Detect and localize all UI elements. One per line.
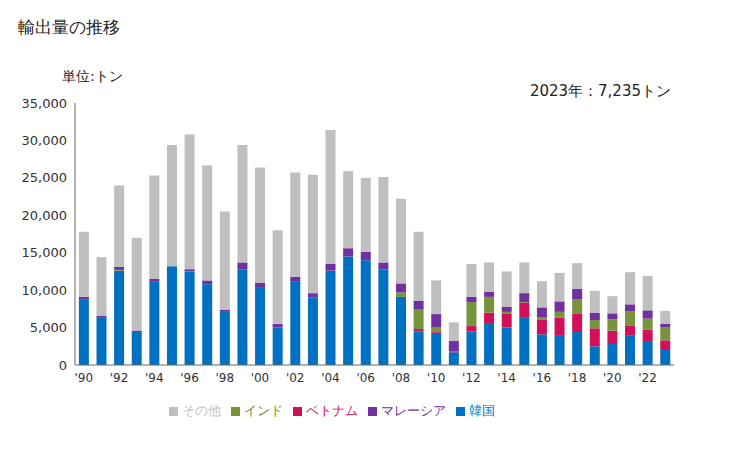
svg-text:'96: '96: [180, 371, 199, 385]
svg-text:35,000: 35,000: [22, 96, 68, 111]
svg-text:'12: '12: [462, 371, 481, 385]
svg-text:'04: '04: [321, 371, 340, 385]
svg-text:30,000: 30,000: [22, 133, 68, 148]
svg-text:'22: '22: [638, 371, 657, 385]
html-text:その他: その他: [182, 403, 221, 418]
svg-text:20,000: 20,000: [22, 208, 68, 223]
svg-text:'18: '18: [568, 371, 587, 385]
svg-text:'02: '02: [286, 371, 305, 385]
svg-text:'06: '06: [356, 371, 375, 385]
html-text:単位:トン: 単位:トン: [62, 68, 123, 84]
svg-text:'08: '08: [392, 371, 411, 385]
svg-text:0: 0: [59, 358, 67, 373]
html-text:輸出量の推移: 輸出量の推移: [18, 17, 120, 37]
svg-text:5,000: 5,000: [30, 320, 67, 335]
svg-text:'10: '10: [427, 371, 446, 385]
svg-text:'16: '16: [533, 371, 552, 385]
html-text:2023年：7,235トン: 2023年：7,235トン: [529, 82, 671, 100]
svg-text:'92: '92: [110, 371, 129, 385]
svg-text:'20: '20: [603, 371, 622, 385]
svg-text:25,000: 25,000: [22, 170, 68, 185]
svg-text:15,000: 15,000: [22, 245, 68, 260]
svg-text:'14: '14: [497, 371, 516, 385]
svg-text:'00: '00: [251, 371, 270, 385]
html-text:インド: インド: [244, 403, 283, 418]
html-text:ベトナム: ベトナム: [306, 403, 358, 418]
svg-text:'94: '94: [145, 371, 164, 385]
svg-text:10,000: 10,000: [22, 283, 68, 298]
html-text:韓国: 韓国: [469, 403, 495, 418]
svg-text:'90: '90: [75, 371, 94, 385]
html-text:マレーシア: マレーシア: [381, 403, 446, 418]
svg-text:'98: '98: [215, 371, 234, 385]
